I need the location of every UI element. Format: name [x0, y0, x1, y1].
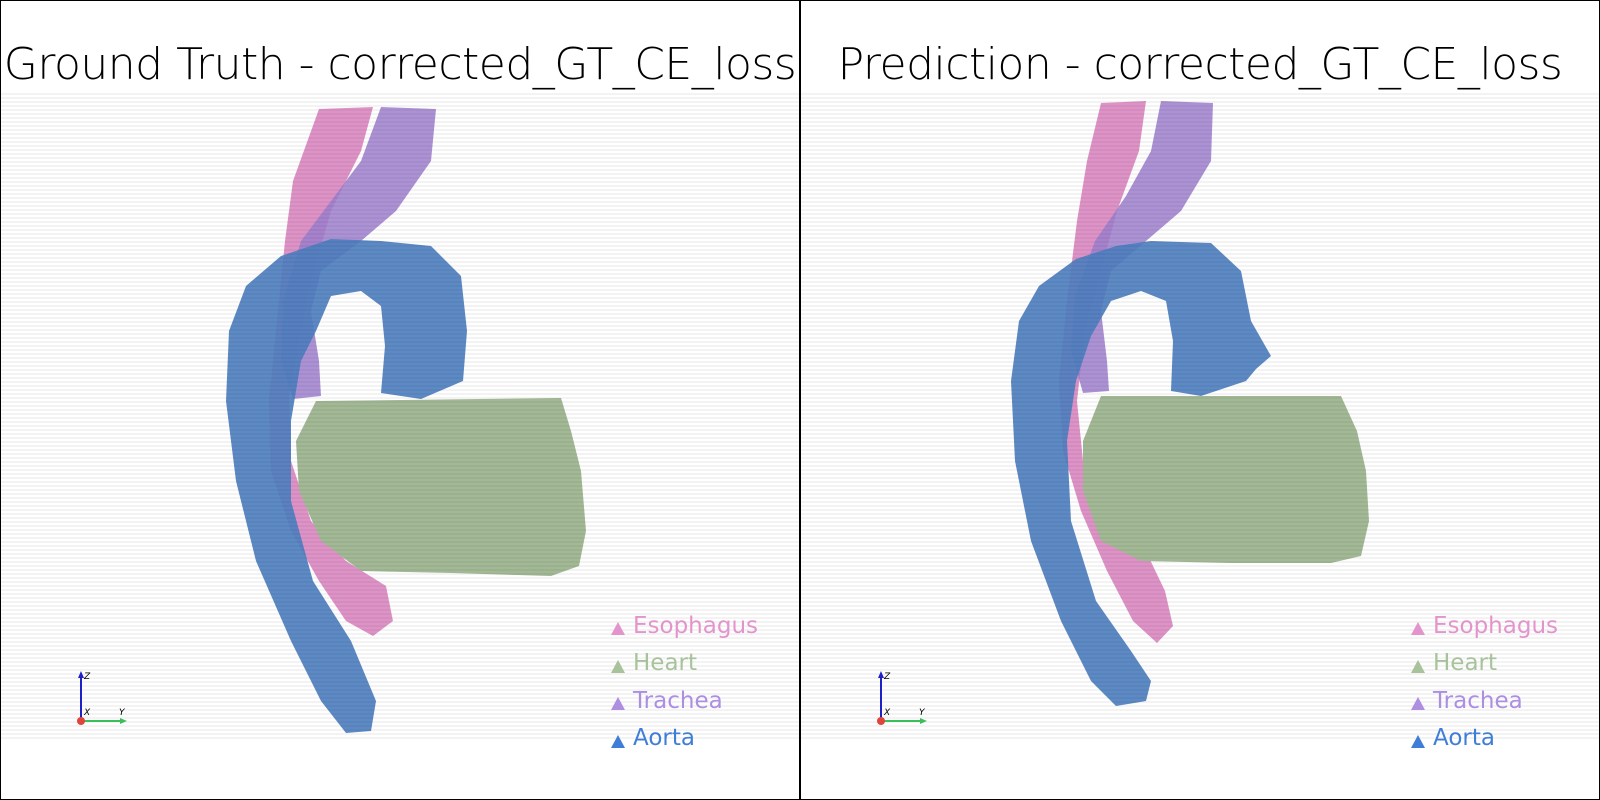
orientation-axes-icon: Z X Y	[77, 671, 127, 725]
legend-label: Heart	[1433, 650, 1498, 677]
triangle-marker-icon	[1411, 697, 1425, 711]
axis-y-label: Y	[919, 708, 926, 718]
axis-z-label: Z	[83, 672, 91, 682]
orientation-axes-icon: Z X Y	[877, 671, 927, 725]
organ-render-3d[interactable]	[801, 1, 1599, 799]
legend-label: Trachea	[633, 687, 723, 714]
prediction-viewport[interactable]: Prediction - corrected_GT_CE_loss Esopha…	[800, 0, 1600, 800]
legend-item-esophagus: Esophagus	[1411, 607, 1558, 645]
organ-render-3d[interactable]	[1, 1, 799, 799]
legend-item-aorta: Aorta	[1411, 720, 1558, 758]
triangle-marker-icon	[611, 697, 625, 711]
legend-item-trachea: Trachea	[611, 682, 758, 720]
legend-label: Esophagus	[1433, 612, 1559, 639]
legend-item-esophagus: Esophagus	[611, 607, 758, 645]
legend-label: Esophagus	[633, 612, 759, 639]
triangle-marker-icon	[611, 734, 625, 748]
legend: Esophagus Heart Trachea Aorta	[611, 607, 758, 757]
viewport-title: Ground Truth - corrected_GT_CE_loss	[3, 39, 797, 90]
legend-item-heart: Heart	[611, 645, 758, 683]
legend-item-heart: Heart	[1411, 645, 1558, 683]
legend-label: Aorta	[1433, 725, 1495, 752]
axis-x-label: X	[883, 708, 891, 718]
legend-label: Aorta	[633, 725, 695, 752]
axis-x-label: X	[83, 708, 91, 718]
axis-y-label: Y	[119, 708, 126, 718]
triangle-marker-icon	[1411, 659, 1425, 673]
viewport-title: Prediction - corrected_GT_CE_loss	[837, 39, 1563, 90]
triangle-marker-icon	[1411, 622, 1425, 636]
legend-item-trachea: Trachea	[1411, 682, 1558, 720]
ground-truth-viewport[interactable]: Ground Truth - corrected_GT_CE_loss Esop…	[0, 0, 800, 800]
triangle-marker-icon	[611, 622, 625, 636]
legend: Esophagus Heart Trachea Aorta	[1411, 607, 1558, 757]
triangle-marker-icon	[611, 659, 625, 673]
axis-z-label: Z	[883, 672, 891, 682]
legend-item-aorta: Aorta	[611, 720, 758, 758]
legend-label: Heart	[633, 650, 698, 677]
triangle-marker-icon	[1411, 734, 1425, 748]
legend-label: Trachea	[1433, 687, 1523, 714]
